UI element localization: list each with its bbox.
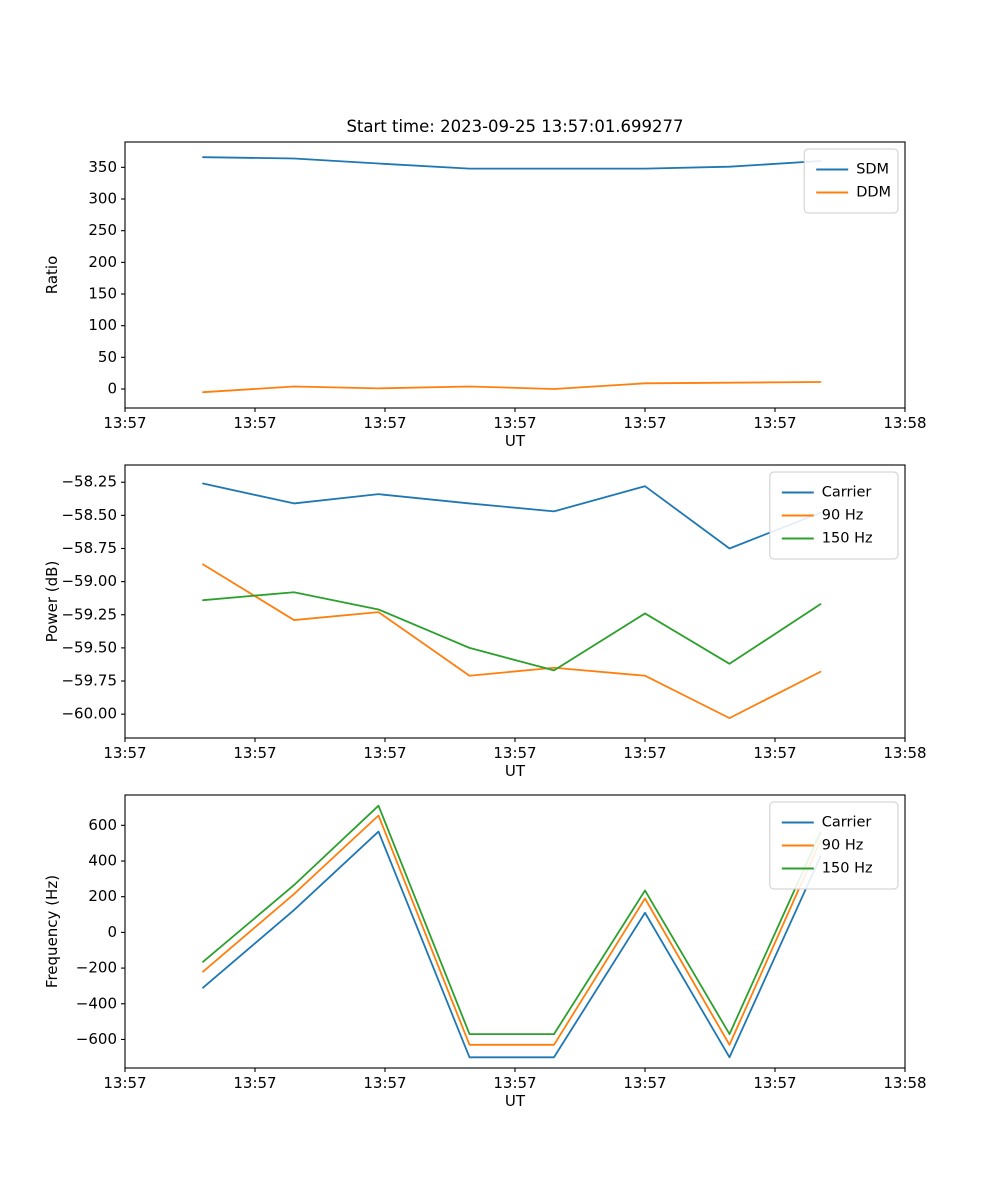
- series-line-150-hz: [202, 804, 822, 1035]
- x-tick-label: 13:57: [233, 744, 276, 762]
- y-tick-label: −60.00: [61, 705, 117, 723]
- series-line-sdm: [202, 156, 822, 170]
- x-tick-label: 13:58: [883, 744, 926, 762]
- x-tick-label: 13:57: [493, 414, 536, 432]
- x-tick-label: 13:57: [753, 744, 796, 762]
- y-tick-label: 200: [88, 887, 117, 905]
- y-axis-label: Frequency (Hz): [43, 875, 61, 988]
- x-tick-label: 13:57: [623, 744, 666, 762]
- subplot-ratio: 13:57 13:57 13:57 13:57 13:57 13:57 13:58 0 50 10…: [43, 141, 927, 450]
- series-line-90-hz: [202, 563, 822, 720]
- legend: Carrier 90 Hz 150 Hz: [769, 471, 899, 560]
- legend-box: [769, 471, 899, 560]
- y-tick-label: 250: [88, 221, 117, 239]
- legend-label-ddm: DDM: [856, 185, 891, 201]
- y-tick-label: 400: [88, 852, 117, 870]
- figure-title: Start time: 2023-09-25 13:57:01.699277: [346, 117, 683, 136]
- x-tick-label: 13:57: [493, 744, 536, 762]
- y-tick-label: 200: [88, 253, 117, 271]
- y-axis-label: Power (dB): [43, 561, 61, 643]
- y-tick-label: −200: [76, 959, 117, 977]
- legend: SDM DDM: [803, 148, 899, 214]
- legend-label-carrier: Carrier: [822, 815, 872, 831]
- x-tick-label: 13:57: [103, 744, 146, 762]
- y-tick-label: −58.50: [61, 506, 117, 524]
- y-tick-label: −58.25: [61, 473, 117, 491]
- y-tick-label: −59.75: [61, 672, 117, 690]
- legend-box: [803, 148, 899, 214]
- x-tick-label: 13:57: [623, 414, 666, 432]
- x-tick-label: 13:57: [233, 414, 276, 432]
- y-tick-label: 0: [107, 923, 117, 941]
- y-tick-label: 0: [107, 380, 117, 398]
- y-axis-label: Ratio: [43, 256, 61, 295]
- legend-label-90-hz: 90 Hz: [822, 508, 864, 524]
- series-line-90-hz: [202, 814, 822, 1046]
- legend-label-90-hz: 90 Hz: [822, 838, 864, 854]
- x-tick-label: 13:58: [883, 1074, 926, 1092]
- y-tick-label: 600: [88, 816, 117, 834]
- y-tick-label: 350: [88, 158, 117, 176]
- x-axis-label: UT: [505, 1092, 526, 1110]
- y-tick-label: −400: [76, 994, 117, 1012]
- series-line-ddm: [202, 381, 822, 394]
- y-tick-label: −59.50: [61, 638, 117, 656]
- y-tick-label: 150: [88, 285, 117, 303]
- x-tick-label: 13:57: [363, 414, 406, 432]
- legend-box: [769, 801, 899, 890]
- legend-label-sdm: SDM: [856, 162, 889, 178]
- x-axis-label: UT: [505, 432, 526, 450]
- series-line-carrier: [202, 830, 822, 1059]
- legend-label-carrier: Carrier: [822, 485, 872, 501]
- y-tick-label: 100: [88, 316, 117, 334]
- y-tick-label: −58.75: [61, 539, 117, 557]
- y-tick-label: −600: [76, 1030, 117, 1048]
- legend-label-150-hz: 150 Hz: [822, 861, 873, 877]
- x-tick-label: 13:57: [493, 1074, 536, 1092]
- legend: Carrier 90 Hz 150 Hz: [769, 801, 899, 890]
- x-tick-label: 13:57: [753, 1074, 796, 1092]
- x-tick-label: 13:57: [233, 1074, 276, 1092]
- series-line-150-hz: [202, 591, 822, 672]
- x-tick-label: 13:57: [103, 1074, 146, 1092]
- x-tick-label: 13:57: [363, 1074, 406, 1092]
- y-tick-label: 50: [98, 348, 117, 366]
- legend-label-150-hz: 150 Hz: [822, 531, 873, 547]
- x-tick-label: 13:58: [883, 414, 926, 432]
- y-tick-label: −59.25: [61, 605, 117, 623]
- x-axis-label: UT: [505, 762, 526, 780]
- x-tick-label: 13:57: [753, 414, 796, 432]
- subplot-power: 13:57 13:57 13:57 13:57 13:57 13:57 13:58 −58.2…: [43, 464, 927, 780]
- x-tick-label: 13:57: [363, 744, 406, 762]
- y-tick-label: −59.00: [61, 572, 117, 590]
- x-tick-label: 13:57: [103, 414, 146, 432]
- x-tick-label: 13:57: [623, 1074, 666, 1092]
- y-tick-label: 300: [88, 190, 117, 208]
- subplot-frequency: 13:57 13:57 13:57 13:57 13:57 13:57 13:58 −600 −…: [43, 794, 927, 1110]
- series-line-carrier: [202, 482, 822, 550]
